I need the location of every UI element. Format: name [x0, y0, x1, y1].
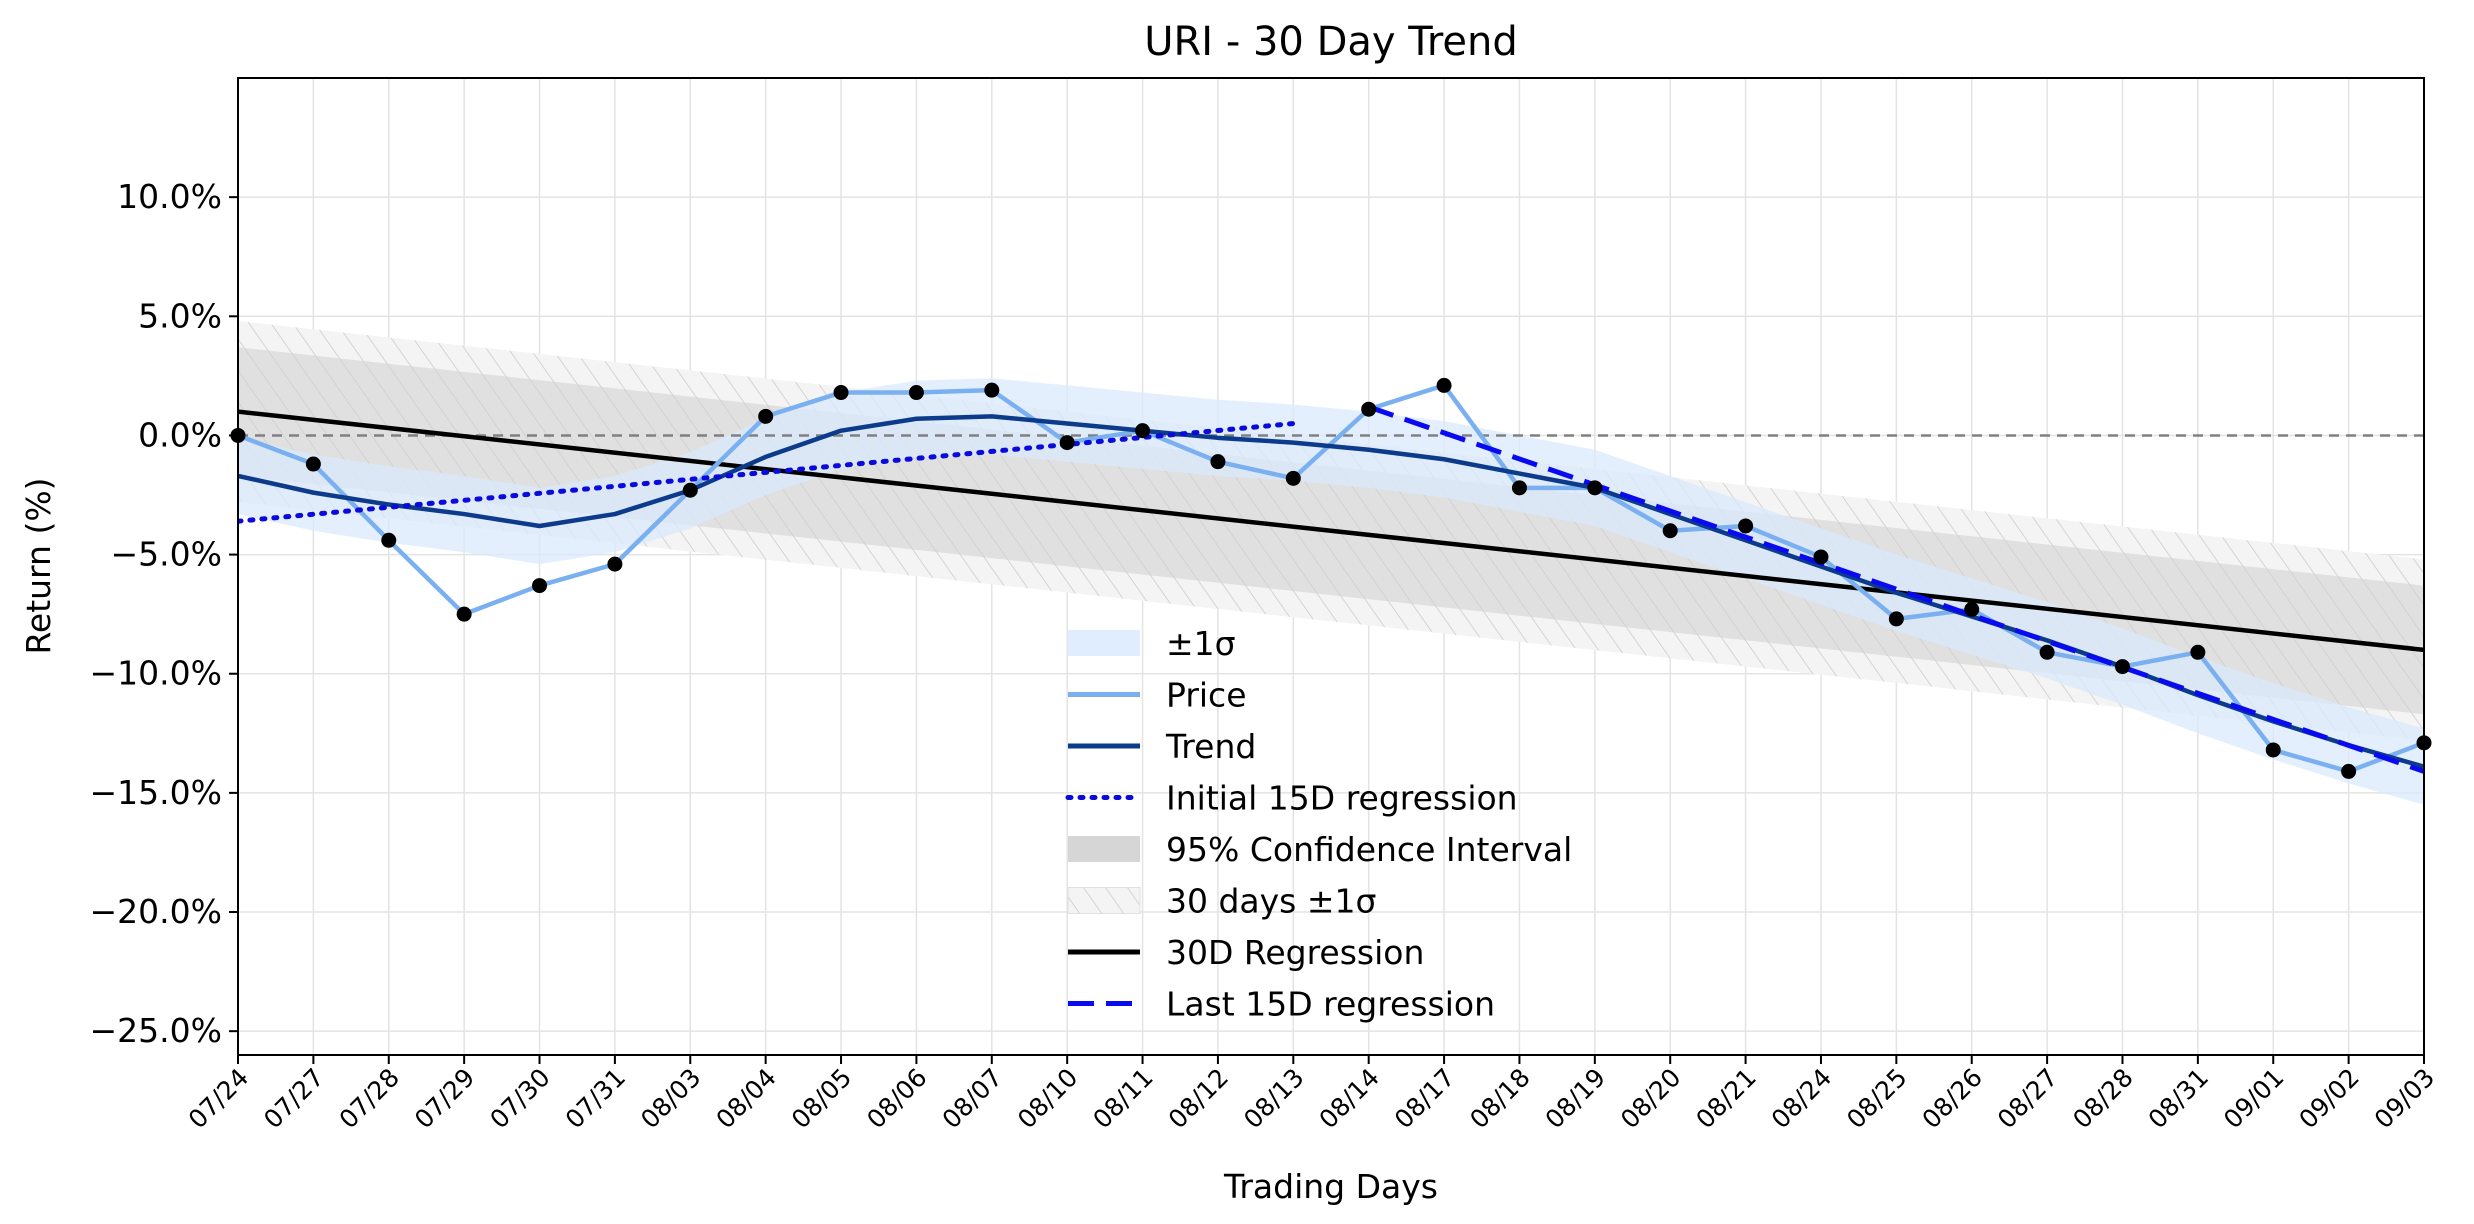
price-point [833, 385, 849, 401]
x-tick-label: 08/07 [937, 1063, 1008, 1134]
price-point [2265, 742, 2281, 758]
series-line-30d-regression [238, 409, 2424, 653]
legend-label: 30D Regression [1166, 933, 1424, 972]
price-point [1361, 401, 1377, 417]
x-tick-label: 07/28 [334, 1063, 405, 1134]
price-point [1587, 480, 1603, 496]
y-tick-label: −5.0% [111, 535, 223, 574]
x-tick-label: 08/14 [1313, 1063, 1384, 1134]
y-tick-label: 0.0% [138, 415, 222, 454]
legend-label: 30 days ±1σ [1166, 882, 1376, 921]
bands-layer [238, 321, 2424, 805]
y-tick-label: −25.0% [90, 1011, 222, 1050]
price-point [1285, 470, 1301, 486]
price-point [1964, 601, 1980, 617]
x-tick-label: 08/05 [786, 1063, 857, 1134]
price-point [2114, 659, 2130, 675]
x-tick-label: 08/28 [2067, 1063, 2138, 1134]
x-tick-label: 08/20 [1615, 1063, 1686, 1134]
price-point [456, 606, 472, 622]
legend-label: 95% Confidence Interval [1166, 830, 1572, 869]
x-tick-label: 07/24 [183, 1063, 254, 1134]
y-axis-title: Return (%) [19, 477, 58, 654]
y-axis: 10.0% 5.0% 0.0% −5.0% −10.0% −15.0% −20.0% −25.… [90, 177, 238, 1050]
x-tick-label: 08/31 [2143, 1063, 2214, 1134]
price-point [1813, 549, 1829, 565]
price-point [1888, 611, 1904, 627]
x-tick-label: 08/21 [1690, 1063, 1761, 1134]
x-axis-title: Trading Days [1223, 1167, 1438, 1206]
x-tick-label: 08/18 [1464, 1063, 1535, 1134]
x-tick-label: 08/06 [861, 1063, 932, 1134]
x-tick-label: 08/03 [635, 1063, 706, 1134]
y-tick-label: 10.0% [117, 177, 222, 216]
price-point [908, 385, 924, 401]
x-axis: 07/24 07/27 07/28 07/29 07/30 07/31 08/03 08/04… [183, 1055, 2440, 1134]
x-tick-label: 07/27 [258, 1063, 329, 1134]
price-point [607, 556, 623, 572]
x-tick-label: 09/01 [2218, 1063, 2289, 1134]
price-point [532, 578, 548, 594]
legend: ±1σ Price Trend Initial 15D regression 95% C… [1065, 624, 1572, 1024]
x-tick-label: 09/03 [2369, 1063, 2440, 1134]
x-tick-label: 08/11 [1087, 1063, 1158, 1134]
price-point [1436, 377, 1452, 393]
legend-swatch [1068, 630, 1140, 656]
legend-label: Last 15D regression [1166, 985, 1495, 1024]
legend-swatch [1068, 836, 1140, 862]
price-point [758, 408, 774, 424]
price-point [305, 456, 321, 472]
price-point [1511, 480, 1527, 496]
x-tick-label: 08/10 [1012, 1063, 1083, 1134]
x-tick-label: 08/24 [1766, 1063, 1837, 1134]
x-tick-label: 08/04 [710, 1063, 781, 1134]
y-tick-label: −10.0% [90, 654, 222, 693]
x-tick-label: 08/19 [1540, 1063, 1611, 1134]
x-tick-label: 08/12 [1163, 1063, 1234, 1134]
x-tick-label: 08/13 [1238, 1063, 1309, 1134]
price-point [1210, 454, 1226, 470]
price-point [2190, 644, 2206, 660]
legend-label: Trend [1165, 727, 1256, 766]
x-tick-label: 08/25 [1841, 1063, 1912, 1134]
series-line-price [238, 383, 2424, 774]
price-point [682, 482, 698, 498]
price-point [1059, 435, 1075, 451]
series-line-initial-15d-regression [238, 421, 1296, 524]
legend-label: Price [1166, 676, 1247, 715]
series-line-last-15d-regression [1367, 404, 2424, 774]
legend-label: Initial 15D regression [1166, 779, 1518, 818]
price-point [1135, 423, 1151, 439]
x-tick-label: 07/31 [560, 1063, 631, 1134]
x-tick-label: 07/29 [409, 1063, 480, 1134]
lines-layer [238, 383, 2424, 774]
x-tick-label: 07/30 [484, 1063, 555, 1134]
y-tick-label: 5.0% [138, 296, 222, 335]
y-tick-label: −20.0% [90, 892, 222, 931]
plot-frame [237, 77, 2425, 1056]
legend-label: ±1σ [1166, 624, 1236, 663]
band--1- [238, 378, 2424, 805]
x-tick-label: 08/27 [1992, 1063, 2063, 1134]
x-tick-label: 08/26 [1917, 1063, 1988, 1134]
chart-title: URI - 30 Day Trend [1144, 19, 1518, 65]
price-point [1662, 523, 1678, 539]
markers-layer [230, 377, 2432, 779]
price-point [2039, 644, 2055, 660]
y-tick-label: −15.0% [90, 773, 222, 812]
x-tick-label: 09/02 [2293, 1063, 2364, 1134]
price-point [1738, 518, 1754, 534]
price-point [381, 532, 397, 548]
price-point [984, 382, 1000, 398]
legend-swatch [1067, 887, 1141, 914]
x-tick-label: 08/17 [1389, 1063, 1460, 1134]
price-point [2341, 763, 2357, 779]
